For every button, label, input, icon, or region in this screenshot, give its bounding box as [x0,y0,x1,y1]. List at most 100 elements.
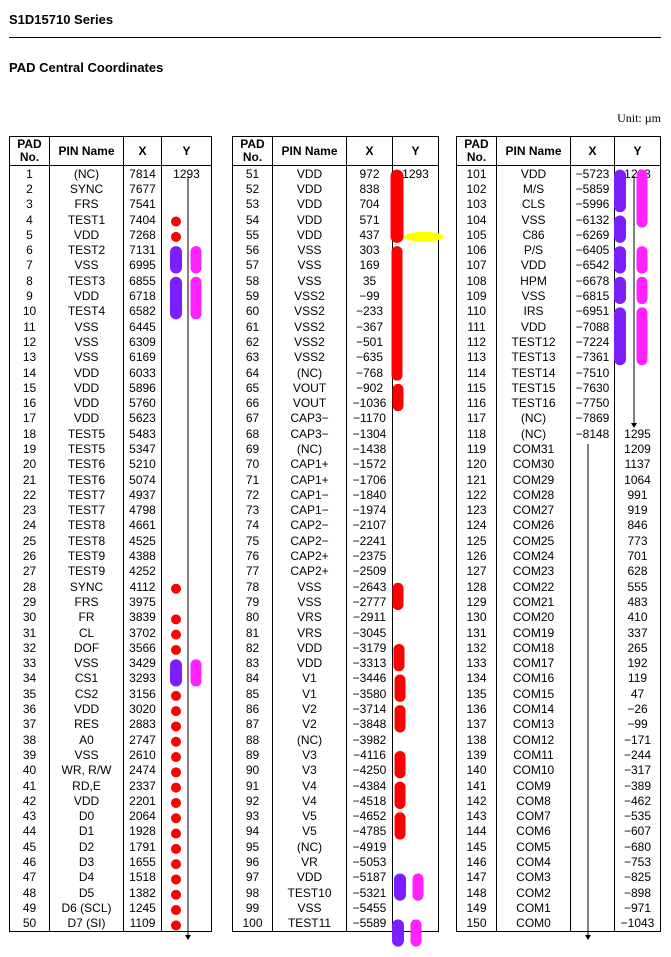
pin-name: VDD [272,869,347,885]
x-coordinate: 6995 [123,257,162,274]
table-row: 92 V4 −4518 [232,793,439,809]
y-coordinate: 1064 [614,471,661,488]
pad-number: 93 [232,808,273,824]
y-coordinate [161,502,212,518]
pad-number: 36 [9,701,50,717]
pad-number: 115 [456,380,497,396]
pad-number: 70 [232,456,273,472]
pin-name: FRS [49,196,124,212]
pin-name: WR, R/W [49,762,124,778]
y-coordinate [161,624,212,641]
table-row: 83 VDD −3313 [232,655,439,671]
pin-name: VSS [49,318,124,335]
table-row: 56 VSS 303 [232,242,439,258]
y-coordinate [392,211,439,228]
pin-name: CAP2− [272,517,347,534]
pin-name: P/S [496,242,571,258]
x-coordinate: 972 [346,165,393,182]
pin-name: D1 [49,823,124,840]
pin-name: FRS [49,594,124,610]
pad-number: 87 [232,716,273,732]
y-coordinate [392,380,439,396]
table-row: 149 COM1 −971 [456,900,661,916]
x-coordinate: 7404 [123,211,162,228]
y-coordinate [161,808,212,824]
pin-name: CAP1+ [272,471,347,488]
pin-name: VSS [272,579,347,595]
y-coordinate [392,410,439,427]
y-coordinate [392,334,439,350]
pad-number: 98 [232,884,273,901]
pad-number: 29 [9,594,50,610]
pad-number: 111 [456,318,497,335]
pin-name: (NC) [496,426,571,442]
pin-name: TEST15 [496,380,571,396]
y-header: Y [392,136,439,166]
x-coordinate [570,823,615,840]
pad-number: 95 [232,839,273,855]
table-row: 85 V1 −3580 [232,686,439,702]
y-coordinate [392,793,439,809]
pad-number: 41 [9,777,50,794]
pin-name: CAP3− [272,410,347,427]
pad-number: 34 [9,670,50,687]
table-row: 80 VRS −2911 [232,609,439,625]
table-row: 68 CAP3− −1304 [232,426,439,442]
y-coordinate [161,594,212,610]
x-coordinate [570,579,615,595]
y-coordinate [392,854,439,870]
table-row: 12 VSS 6309 [9,334,212,350]
pin-name: CS1 [49,670,124,687]
pad-number: 67 [232,410,273,427]
pad-no-header: PAD No. [456,136,497,166]
table-row: 66 VOUT −1036 [232,395,439,411]
x-coordinate [570,900,615,916]
table-row: 76 CAP2+ −2375 [232,548,439,564]
table-row: 65 VOUT −902 [232,380,439,396]
y-coordinate [161,563,212,580]
y-coordinate [614,318,661,335]
y-coordinate: −607 [614,823,661,840]
y-coordinate [161,395,212,411]
y-coordinate [392,670,439,687]
table-row: 34 CS1 3293 [9,670,212,687]
pin-name: TEST3 [49,273,124,289]
x-coordinate: 3839 [123,609,162,625]
x-coordinate: −3848 [346,716,393,732]
table-row: 84 V1 −3446 [232,670,439,687]
x-coordinate: 5347 [123,441,162,457]
x-coordinate: −8148 [570,426,615,442]
y-coordinate: 628 [614,563,661,580]
pad-number: 20 [9,456,50,472]
table-row: 117 (NC) −7869 [456,410,661,427]
x-coordinate [570,808,615,824]
pin-name: VR [272,854,347,870]
pad-number: 82 [232,640,273,656]
x-coordinate: 1928 [123,823,162,840]
pin-name: TEST2 [49,242,124,258]
x-coordinate [570,670,615,687]
x-coordinate: −1706 [346,471,393,488]
y-coordinate [392,288,439,304]
pad-number: 3 [9,196,50,212]
pin-name: D6 (SCL) [49,900,124,916]
y-coordinate [614,196,661,212]
pin-name: COM3 [496,869,571,885]
y-coordinate: 555 [614,579,661,595]
pad-number: 145 [456,839,497,855]
table-row: 30 FR 3839 [9,609,212,625]
y-coordinate [392,471,439,488]
pin-name: COM6 [496,823,571,840]
x-coordinate: 35 [346,273,393,289]
pad-number: 18 [9,426,50,442]
pin-name: V4 [272,777,347,794]
pad-table-1: PAD No. PIN Name X Y 1 (NC) 7814 1293 2 SYNC 7… [9,136,212,932]
table-row: 105 C86 −6269 [456,227,661,243]
x-coordinate: 6855 [123,273,162,289]
table-row: 122 COM28 991 [456,487,661,503]
y-coordinate: −898 [614,884,661,901]
table-row: 75 CAP2− −2241 [232,533,439,549]
pad-number: 78 [232,579,273,595]
y-coordinate [161,227,212,243]
x-coordinate: −3045 [346,624,393,641]
